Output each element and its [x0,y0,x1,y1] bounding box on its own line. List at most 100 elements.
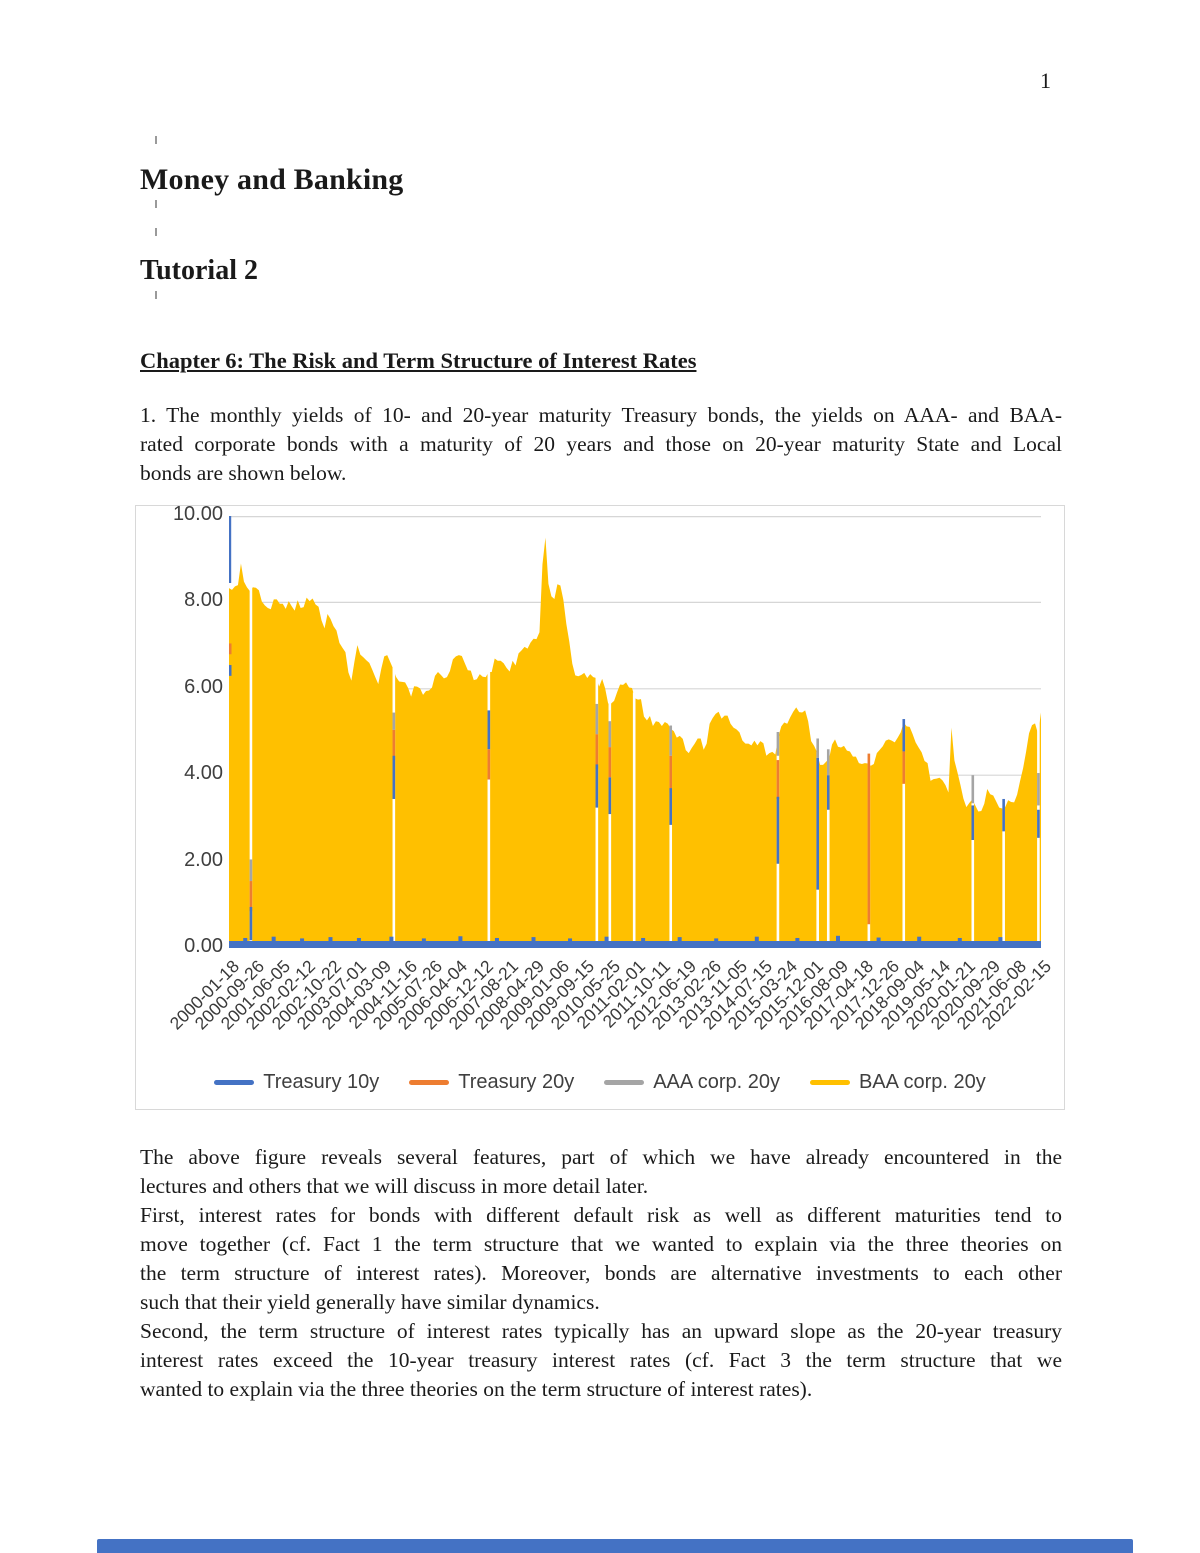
text-line: Second, the term structure of interest r… [140,1319,1062,1343]
baseline-bump [458,936,463,941]
orange-series-sliver [776,760,780,799]
blue-series-sliver [826,775,830,810]
baseline-bump [604,936,609,941]
blue-series-sliver [669,788,673,825]
page-number: 1 [1040,68,1051,93]
text-line: wanted to explain via the three theories… [140,1377,813,1401]
legend-line-swatch-icon [809,1080,850,1085]
baseline-bump [531,937,536,941]
baseline-bump [568,938,573,941]
baseline-bump [243,937,248,941]
baseline-bump [836,935,840,941]
paragraph-mark-icon [155,291,157,299]
baseline-bump [917,936,922,941]
blue-series-sliver [249,906,253,941]
baseline-bump [795,937,800,941]
text-line: 1. The monthly yields of 10- and 20-year… [140,403,1062,427]
paragraph-mark-icon [155,228,157,236]
legend-label: AAA corp. 20y [653,1071,780,1093]
baseline-bump [494,937,499,941]
text-line: move together (cf. Fact 1 the term struc… [140,1232,1062,1256]
yield-chart-figure: 0.00 2.00 4.00 6.00 8.00 10.00 2000-01-18 2000… [135,503,1065,1110]
baseline-bump [957,937,962,941]
data-gap [826,756,830,941]
data-gap [487,668,491,941]
yield-area-chart [229,516,1041,948]
next-page-figure-edge [97,1539,1133,1553]
orange-series-sliver [902,751,906,784]
blue-series-sliver [902,719,906,752]
paragraph-mark-icon [155,200,157,208]
baseline-bump [754,936,759,941]
text-line: interest rates exceed the 10-year treasu… [140,1348,1062,1372]
blue-series-sliver [487,710,491,750]
orange-series-sliver [867,753,871,925]
blue-series-sliver [1037,809,1040,838]
gray-series-sliver [816,738,819,758]
y-tick-label: 8.00 [184,589,223,612]
gray-series-sliver [608,721,612,748]
baseline-bump [328,937,333,941]
gray-series-sliver [971,775,975,804]
legend-line-swatch-icon [604,1080,645,1085]
chapter-heading: Chapter 6: The Risk and Term Structure o… [140,348,697,373]
baseline-strip [229,941,1041,948]
legend-label: BAA corp. 20y [858,1071,986,1093]
gray-series-sliver [392,712,396,730]
gray-series-sliver [776,732,780,756]
text-line: rated corporate bonds with a maturity of… [140,432,1062,456]
legend-line-swatch-icon [214,1080,255,1085]
legend-item: AAA corp. 20y [604,1071,780,1094]
blue-series-sliver [971,805,975,840]
baseline-bump [876,937,881,941]
blue-series-sliver [816,757,819,890]
baseline-bump [677,937,682,941]
legend-label: Treasury 10y [263,1071,380,1093]
data-gap [971,797,975,941]
baseline-bump [271,936,276,941]
paragraph-mark-icon [155,136,157,144]
orange-series-sliver [249,881,253,912]
baseline-bump [998,937,1003,941]
blue-series-sliver [1002,798,1005,832]
y-tick-label: 10.00 [172,503,223,525]
text-line: bonds are shown below. [140,461,347,485]
baseline-bump [421,938,426,941]
data-gap [669,725,673,941]
orange-series-sliver [608,747,612,778]
legend-item: Treasury 10y [214,1071,379,1094]
legend-label: Treasury 20y [458,1071,575,1093]
blue-series-sliver [608,777,612,815]
chart-legend: Treasury 10y Treasury 20y AAA corp. 20y BAA… [136,1071,1064,1094]
blue-series-sliver [776,796,780,864]
blue-series-sliver [392,755,396,799]
baseline-bump [300,938,305,941]
baseline-bump [356,937,361,941]
gray-series-sliver [1037,773,1040,806]
text-line: The above figure reveals several feature… [140,1145,1062,1169]
data-gap [595,676,599,941]
data-gap [249,586,253,941]
legend-line-swatch-icon [409,1080,450,1085]
doc-subtitle: Tutorial 2 [140,255,258,286]
data-gap [902,719,906,941]
gray-series-sliver [249,859,253,882]
orange-series-sliver [487,749,491,780]
text-line: lectures and others that we will discuss… [140,1174,649,1198]
text-line: the term structure of interest rates). M… [140,1261,1062,1285]
text-line: First, interest rates for bonds with dif… [140,1203,1062,1227]
baseline-bump [641,937,646,941]
y-tick-label: 6.00 [184,675,223,698]
intro-paragraph: 1. The monthly yields of 10- and 20-year… [140,401,1062,488]
gray-series-sliver [826,749,830,776]
text-line: such that their yield generally have sim… [140,1290,600,1314]
gray-series-sliver [669,725,673,756]
y-tick-label: 0.00 [184,935,223,957]
blue-series-sliver [595,764,599,808]
orange-series-sliver [595,734,599,769]
orange-series-sliver [392,729,396,761]
data-gap [392,667,396,941]
baseline-bump [714,938,719,941]
discussion-paragraphs: The above figure reveals several feature… [140,1143,1062,1404]
data-gap [1002,804,1005,941]
